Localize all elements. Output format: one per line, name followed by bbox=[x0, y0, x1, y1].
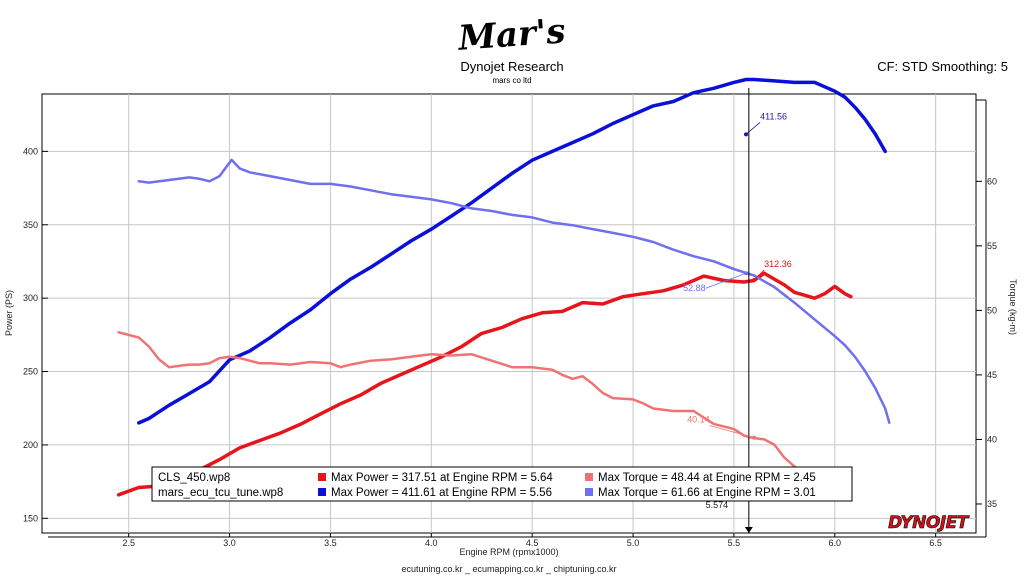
logo: Mar's bbox=[456, 11, 567, 58]
y-right-tick-label: 50 bbox=[987, 305, 997, 315]
legend-file-name: CLS_450.wp8 bbox=[158, 472, 230, 484]
x-tick-label: 6.5 bbox=[929, 538, 942, 548]
annotation-point bbox=[752, 277, 757, 282]
y-right-axis-label: Torque (kg-m) bbox=[1008, 279, 1018, 335]
y-right-tick-label: 40 bbox=[987, 434, 997, 444]
annotation-label: 411.56 bbox=[760, 111, 787, 121]
x-tick-label: 5.0 bbox=[627, 538, 640, 548]
series-line-1 bbox=[137, 77, 887, 425]
annotation-leader bbox=[705, 272, 747, 289]
series-group bbox=[116, 77, 891, 498]
series-line-3 bbox=[137, 158, 891, 424]
y-right-axis-ticks: 35 40 45 50 55 60 bbox=[976, 176, 997, 509]
y-left-tick-label: 300 bbox=[23, 293, 38, 303]
x-tick-label: 4.0 bbox=[425, 538, 438, 548]
x-axis-label: Engine RPM (rpmx1000) bbox=[459, 547, 558, 557]
x-tick-label: 5.5 bbox=[728, 538, 741, 548]
legend-box bbox=[151, 466, 853, 502]
x-tick-label: 3.5 bbox=[324, 538, 337, 548]
legend-entry: Max Power = 317.51 at Engine RPM = 5.64 bbox=[331, 472, 553, 484]
x-tick-label: 2.5 bbox=[122, 538, 135, 548]
annotation-leader bbox=[709, 425, 755, 439]
footer-links: ecutuning.co.kr _ ecumapping.co.kr _ chi… bbox=[401, 564, 616, 574]
legend-file-name: mars_ecu_tcu_tune.wp8 bbox=[158, 487, 283, 499]
legend-swatch bbox=[318, 473, 326, 481]
y-left-tick-label: 200 bbox=[23, 440, 38, 450]
y-left-tick-label: 250 bbox=[23, 367, 38, 377]
legend-entry: Max Torque = 61.66 at Engine RPM = 3.01 bbox=[598, 487, 816, 499]
annotation-leader bbox=[745, 122, 761, 135]
y-right-tick-label: 35 bbox=[987, 499, 997, 509]
cf-smoothing-label: CF: STD Smoothing: 5 bbox=[877, 59, 1008, 74]
y-left-axis-ticks: 150 200 250 300 350 400 bbox=[23, 146, 48, 523]
chart-title: Dynojet Research bbox=[460, 59, 563, 74]
legend-entry: Max Torque = 48.44 at Engine RPM = 2.45 bbox=[598, 472, 816, 484]
plot-area bbox=[41, 93, 977, 534]
grid bbox=[48, 94, 976, 533]
y-right-tick-label: 45 bbox=[987, 370, 997, 380]
brand-logo: DYNOJET bbox=[888, 513, 970, 533]
y-right-tick-label: 60 bbox=[987, 176, 997, 186]
y-right-tick-label: 55 bbox=[987, 241, 997, 251]
series-line-0 bbox=[116, 271, 853, 497]
y-left-tick-label: 400 bbox=[23, 146, 38, 156]
cursor-arrow-icon bbox=[744, 527, 753, 533]
legend-swatch bbox=[318, 488, 326, 496]
x-tick-label: 6.0 bbox=[829, 538, 842, 548]
legend-swatch bbox=[585, 488, 593, 496]
annotation-label: 40.14 bbox=[687, 415, 710, 425]
legend-entry: Max Power = 411.61 at Engine RPM = 5.56 bbox=[331, 487, 552, 499]
annotation-label: 52.88 bbox=[683, 283, 706, 293]
rpm-cursor: 5.574 bbox=[706, 88, 753, 533]
annotation-leader bbox=[753, 269, 765, 281]
chart-subtitle: mars co ltd bbox=[492, 76, 531, 85]
x-axis-ticks: 2.5 3.0 3.5 4.0 4.5 5.0 5.5 6.0 6.5 bbox=[122, 533, 942, 548]
y-left-axis-label: Power (PS) bbox=[4, 290, 14, 336]
cursor-label: 5.574 bbox=[706, 500, 729, 510]
annotation-point bbox=[752, 435, 757, 440]
annotation-point bbox=[744, 271, 749, 276]
annotations: 411.56 52.88 312.36 40.14 bbox=[683, 111, 792, 440]
x-tick-label: 4.5 bbox=[526, 538, 539, 548]
y-left-tick-label: 350 bbox=[23, 220, 38, 230]
legend: CLS_450.wp8 Max Power = 317.51 at Engine … bbox=[151, 466, 853, 502]
series-line-2 bbox=[117, 331, 853, 498]
x-tick-label: 3.0 bbox=[223, 538, 236, 548]
annotation-point bbox=[744, 132, 749, 137]
legend-swatch bbox=[585, 473, 593, 481]
annotation-label: 312.36 bbox=[764, 259, 792, 269]
y-left-tick-label: 150 bbox=[23, 513, 38, 523]
